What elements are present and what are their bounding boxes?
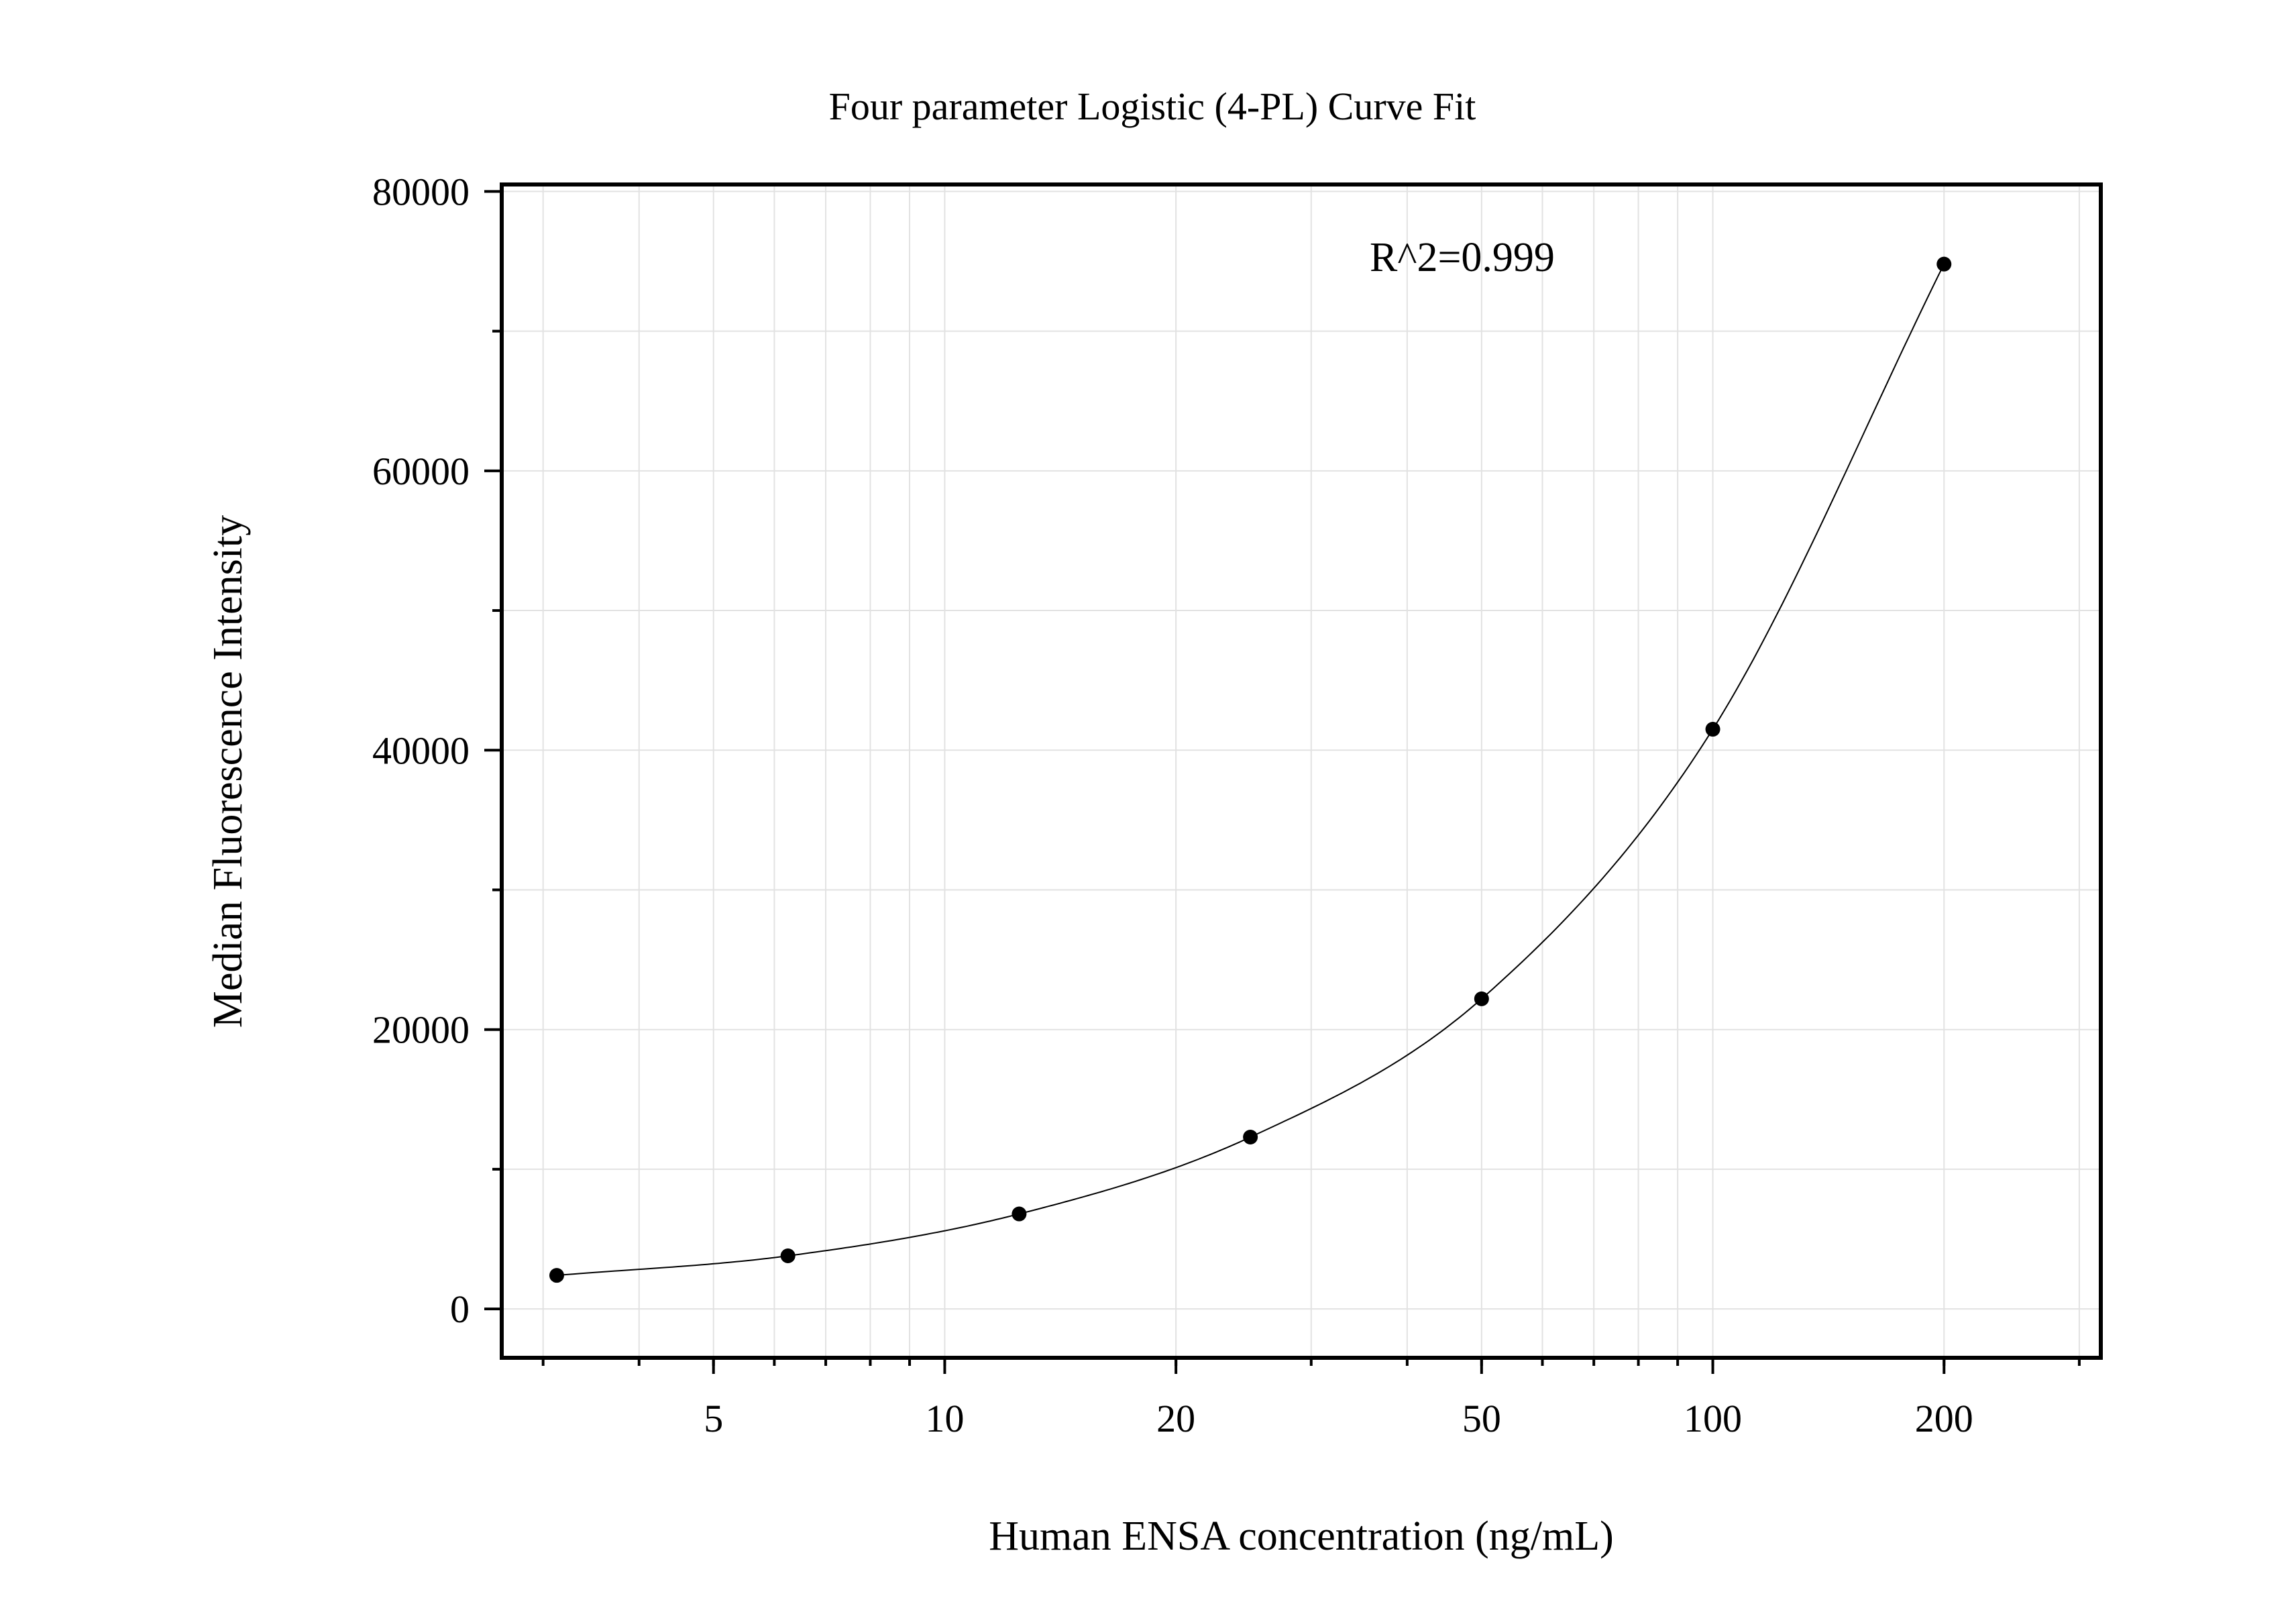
- data-point: [1012, 1206, 1027, 1222]
- y-tick-label: 0: [450, 1287, 470, 1331]
- y-tick-label: 60000: [372, 449, 470, 493]
- data-point: [1705, 722, 1720, 737]
- data-point: [549, 1268, 564, 1283]
- y-tick-label: 80000: [372, 170, 470, 213]
- x-tick-label: 100: [1684, 1397, 1742, 1440]
- data-points: [549, 256, 1952, 1283]
- x-tick-label: 200: [1915, 1397, 1973, 1440]
- x-tick-label: 50: [1462, 1397, 1501, 1440]
- x-tick-label: 20: [1156, 1397, 1195, 1440]
- fit-curve: [556, 264, 1945, 1277]
- data-point: [780, 1248, 796, 1264]
- data-point: [1474, 991, 1489, 1006]
- data-point: [1243, 1130, 1258, 1145]
- data-point: [1936, 256, 1952, 272]
- grid: [502, 184, 2101, 1358]
- y-tick-label: 40000: [372, 729, 470, 772]
- x-axis-label: Human ENSA concentration (ng/mL): [989, 1513, 1614, 1559]
- chart-title: Four parameter Logistic (4-PL) Curve Fit: [829, 85, 1476, 128]
- y-axis-label: Median Fluorescence Intensity: [205, 515, 251, 1028]
- r-squared-annotation: R^2=0.999: [1370, 235, 1555, 280]
- x-tick-label: 10: [925, 1397, 964, 1440]
- plot-frame: [500, 182, 2103, 1360]
- y-tick-label: 20000: [372, 1008, 470, 1052]
- axis-ticks: [484, 190, 2081, 1374]
- tick-labels: 0 20000 40000 60000 80000 5 10 20 50 100 200: [372, 170, 1973, 1440]
- fit-curve-layer: [556, 264, 1945, 1277]
- x-tick-label: 5: [704, 1397, 723, 1440]
